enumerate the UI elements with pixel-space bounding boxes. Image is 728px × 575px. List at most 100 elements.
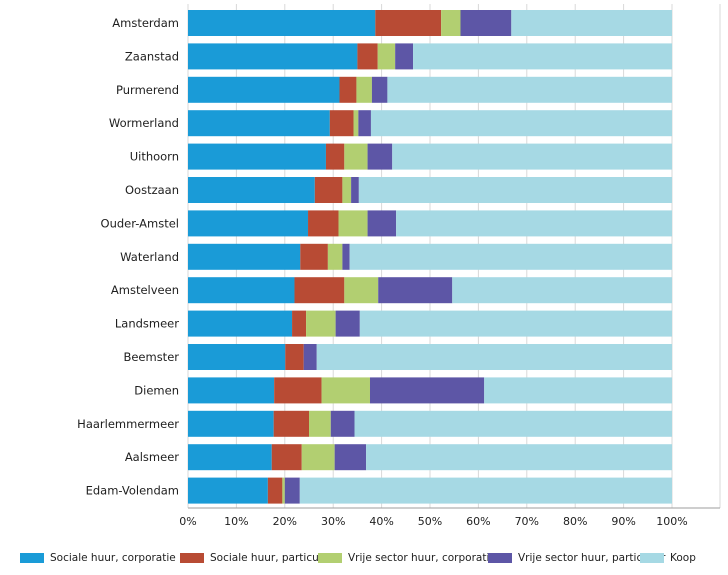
- bar-segment: [359, 310, 672, 337]
- bar-segment: [367, 210, 397, 237]
- bar-segment: [294, 277, 345, 304]
- bar-segment: [316, 344, 672, 370]
- category-label: Zaanstad: [125, 49, 179, 63]
- category-label: Uithoorn: [130, 150, 179, 164]
- legend-item: Sociale huur, particulier: [180, 548, 335, 568]
- bar-segment: [339, 76, 357, 103]
- category-label: Amstelveen: [111, 283, 179, 297]
- legend-label: Sociale huur, corporatie: [50, 552, 176, 564]
- bar-segment: [371, 76, 388, 103]
- x-tick-label: 30%: [321, 515, 345, 528]
- bar-segment: [344, 143, 368, 170]
- bar-segment: [188, 177, 315, 203]
- bar-segment: [314, 177, 343, 203]
- legend-swatch: [180, 553, 204, 563]
- bar-segment: [299, 477, 672, 504]
- category-label: Ouder-Amstel: [101, 216, 179, 230]
- bar-segment: [460, 10, 512, 36]
- x-tick-label: 40%: [369, 515, 393, 528]
- category-label: Haarlemmermeer: [77, 417, 179, 431]
- x-tick-label: 100%: [656, 515, 687, 528]
- bar-segment: [353, 110, 359, 137]
- bar-segment: [511, 10, 672, 36]
- bar-segment: [273, 410, 309, 437]
- bar-segment: [285, 344, 304, 370]
- bar-segment: [342, 177, 352, 203]
- category-label: Landsmeer: [115, 317, 179, 331]
- category-label: Oostzaan: [125, 183, 179, 197]
- legend-swatch: [318, 553, 342, 563]
- bar-segment: [188, 243, 301, 270]
- bar-segment: [292, 310, 307, 337]
- legend-item: Sociale huur, corporatie: [20, 548, 176, 568]
- bar-segment: [338, 210, 368, 237]
- bar-segment: [325, 143, 345, 170]
- bar-segment: [413, 43, 672, 70]
- bar-segment: [188, 110, 330, 137]
- bar-segment: [329, 110, 354, 137]
- bar-segment: [308, 210, 339, 237]
- bar-segment: [375, 10, 442, 36]
- bar-segment: [300, 243, 328, 270]
- bar-segment: [327, 243, 343, 270]
- legend-swatch: [20, 553, 44, 563]
- x-axis: 0% 10% 20% 30% 40% 50% 60% 70% 80% 90% 100%: [179, 507, 720, 528]
- bar-segment: [357, 43, 378, 70]
- bar-segment: [309, 410, 331, 437]
- bar-segment: [392, 143, 672, 170]
- bar-segment: [441, 10, 461, 36]
- bar-segment: [330, 410, 355, 437]
- bar-segment: [188, 444, 272, 471]
- bar-segment: [351, 177, 359, 203]
- category-label: Waterland: [120, 250, 179, 264]
- x-tick-label: 60%: [466, 515, 490, 528]
- bar-segment: [358, 110, 371, 137]
- category-labels: Amsterdam Zaanstad Purmerend Wormerland Uith…: [77, 16, 179, 498]
- category-label: Diemen: [134, 383, 179, 397]
- bar-segment: [188, 210, 309, 237]
- bar-segment: [377, 43, 396, 70]
- legend-item: Vrije sector huur, corporatie: [318, 548, 496, 568]
- x-tick-label: 10%: [224, 515, 248, 528]
- bars: [188, 10, 672, 504]
- bar-segment: [282, 477, 285, 504]
- bar-segment: [396, 210, 672, 237]
- bar-segment: [188, 410, 274, 437]
- legend-swatch: [488, 553, 512, 563]
- bar-segment: [387, 76, 672, 103]
- bar-segment: [344, 277, 379, 304]
- bar-segment: [334, 444, 367, 471]
- legend-label: Vrije sector huur, particulier: [518, 552, 666, 564]
- bar-segment: [303, 344, 317, 370]
- bar-segment: [366, 444, 672, 471]
- legend-label: Sociale huur, particulier: [210, 552, 336, 564]
- bar-segment: [378, 277, 453, 304]
- bar-segment: [284, 477, 300, 504]
- category-label: Beemster: [123, 350, 179, 364]
- bar-segment: [188, 377, 275, 404]
- legend-item: Vrije sector huur, particulier: [488, 548, 665, 568]
- x-tick-label: 70%: [515, 515, 539, 528]
- x-tick-label: 80%: [563, 515, 587, 528]
- bar-segment: [267, 477, 283, 504]
- x-tick-label: 0%: [179, 515, 196, 528]
- x-tick-label: 50%: [418, 515, 442, 528]
- category-label: Amsterdam: [112, 16, 179, 30]
- legend-swatch: [640, 553, 664, 563]
- bar-segment: [188, 310, 293, 337]
- bar-segment: [367, 143, 393, 170]
- bar-segment: [188, 143, 326, 170]
- bar-segment: [370, 110, 672, 137]
- legend-label: Vrije sector huur, corporatie: [348, 552, 496, 564]
- x-tick-label: 90%: [611, 515, 635, 528]
- legend-item: Koop: [640, 548, 696, 568]
- x-tick-label: 20%: [273, 515, 297, 528]
- bar-segment: [356, 76, 372, 103]
- category-label: Wormerland: [109, 116, 179, 130]
- bar-segment: [188, 277, 295, 304]
- bar-segment: [369, 377, 485, 404]
- bar-segment: [395, 43, 414, 70]
- bar-segment: [271, 444, 302, 471]
- bar-segment: [342, 243, 350, 270]
- bar-segment: [335, 310, 360, 337]
